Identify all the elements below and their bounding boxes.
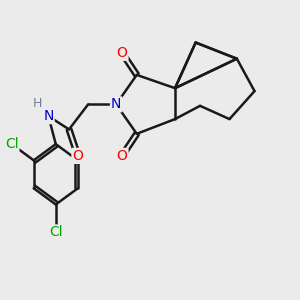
Text: N: N (111, 98, 121, 111)
Text: O: O (117, 46, 128, 60)
Text: O: O (72, 149, 83, 163)
Text: Cl: Cl (5, 137, 18, 151)
Text: Cl: Cl (49, 225, 63, 239)
Text: O: O (117, 149, 128, 163)
Text: N: N (43, 109, 54, 123)
Text: H: H (32, 97, 42, 110)
